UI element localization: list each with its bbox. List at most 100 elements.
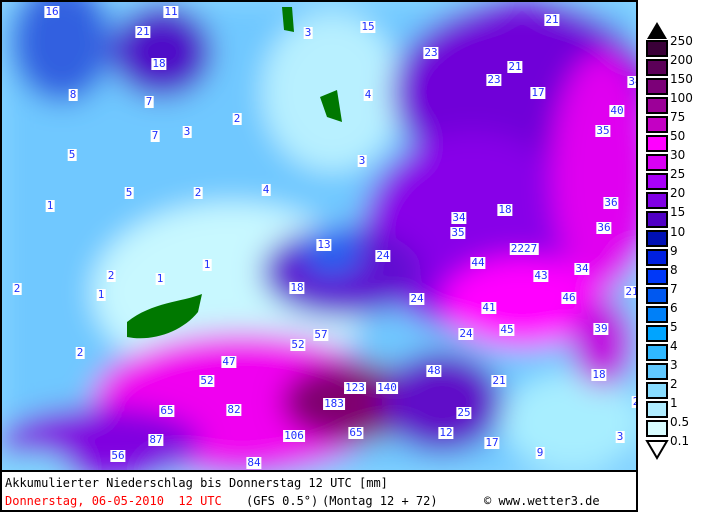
value-label: 2 [193,186,203,199]
value-label: 43 [533,269,549,282]
value-label: 183 [323,397,345,410]
value-label: 44 [470,256,486,269]
valid-time: Donnerstag, 06-05-2010 12 UTC [5,494,222,508]
legend-arrows [645,22,669,460]
legend-level: 0.1 [670,434,690,449]
legend-swatch [646,363,668,380]
legend-level: 9 [670,243,678,258]
value-label: 2 [75,346,85,359]
value-label: 34 [451,211,467,224]
value-label: 24 [375,249,391,262]
legend-level: 7 [670,281,678,296]
value-label: 2 [232,112,242,125]
legend-level: 6 [670,300,678,315]
value-label: 17 [484,436,500,449]
legend-swatch [646,306,668,323]
value-label: 36 [603,196,619,209]
value-label: 7 [144,95,154,108]
color-legend: 250 200 150 100 75 50 30 25 20 15 10 9 8 7 6 5 4 3 2 1 0.5 0.… [640,20,704,460]
value-label: 21 [507,60,523,73]
value-label: 8 [68,88,78,101]
legend-swatch [646,97,668,114]
legend-swatch [646,230,668,247]
precipitation-field [2,2,636,470]
legend-level: 30 [670,148,686,163]
value-label: 3 [357,154,367,167]
legend-level: 150 [670,72,693,87]
value-label: 24 [409,292,425,305]
value-label: 123 [344,381,366,394]
value-label: 2 [106,269,116,282]
value-label: 2 [631,396,636,408]
value-label: 36 [596,221,612,234]
legend-swatch [646,173,668,190]
value-label: 21 [491,374,507,387]
value-label: 140 [376,381,398,394]
legend-swatch [646,78,668,95]
value-label: 12 [438,426,454,439]
value-label: 7 [150,129,160,142]
value-label: 1 [96,288,106,301]
value-label: 40 [609,104,625,117]
value-label: 1 [45,199,55,212]
value-label: 21 [135,25,151,38]
value-label: 17 [530,86,546,99]
value-label: 18 [497,203,513,216]
value-label: 65 [159,404,175,417]
value-label: 52 [199,374,215,387]
legend-level: 200 [670,53,693,68]
value-label: 4 [363,88,373,101]
value-label: 1 [155,272,165,285]
value-label: 34 [574,262,590,275]
value-label: 2 [12,282,22,295]
copyright-link[interactable]: © www.wetter3.de [484,494,600,508]
map-title: Akkumulierter Niederschlag bis Donnersta… [5,476,388,490]
legend-level: 4 [670,338,678,353]
value-label: 82 [226,403,242,416]
value-label: 87 [148,433,164,446]
legend-swatch [646,154,668,171]
precipitation-map: 1611211887732552131523212123174343440353… [0,0,638,472]
legend-level: 10 [670,224,686,239]
value-label: 45 [499,323,515,336]
legend-level: 1 [670,395,678,410]
legend-swatch [646,325,668,342]
value-label: 21 [624,285,638,298]
value-label: 3 [615,430,625,443]
legend-swatch [646,211,668,228]
legend-level: 0.5 [670,415,690,429]
legend-level: 15 [670,205,686,220]
value-label: 65 [348,426,364,439]
value-label: 4 [261,183,271,196]
legend-swatch [646,268,668,285]
model-run: (Montag 12 + 72) [322,494,438,508]
value-label: 15 [360,20,376,33]
legend-swatch [646,344,668,361]
legend-level: 50 [670,129,686,144]
legend-swatch [646,420,668,437]
value-label: 3 [303,26,313,39]
legend-swatch [646,116,668,133]
legend-swatch [646,401,668,418]
value-label: 9 [535,446,545,459]
legend-swatch [646,135,668,152]
legend-level: 25 [670,167,686,182]
legend-level: 75 [670,110,686,125]
value-label: 2227 [509,242,539,255]
legend-level: 3 [670,357,678,372]
legend-swatch [646,40,668,57]
value-label: 24 [458,327,474,340]
value-label: 16 [44,5,60,18]
value-label: 18 [591,368,607,381]
value-label: 48 [426,364,442,377]
value-label: 34 [627,76,636,88]
value-label: 3 [182,125,192,138]
value-label: 35 [450,226,466,239]
value-label: 106 [283,429,305,442]
value-label: 84 [246,456,262,469]
caption-panel: Akkumulierter Niederschlag bis Donnersta… [0,472,638,512]
legend-swatch [646,192,668,209]
legend-swatch [646,59,668,76]
value-label: 52 [290,338,306,351]
legend-level: 250 [670,34,693,48]
